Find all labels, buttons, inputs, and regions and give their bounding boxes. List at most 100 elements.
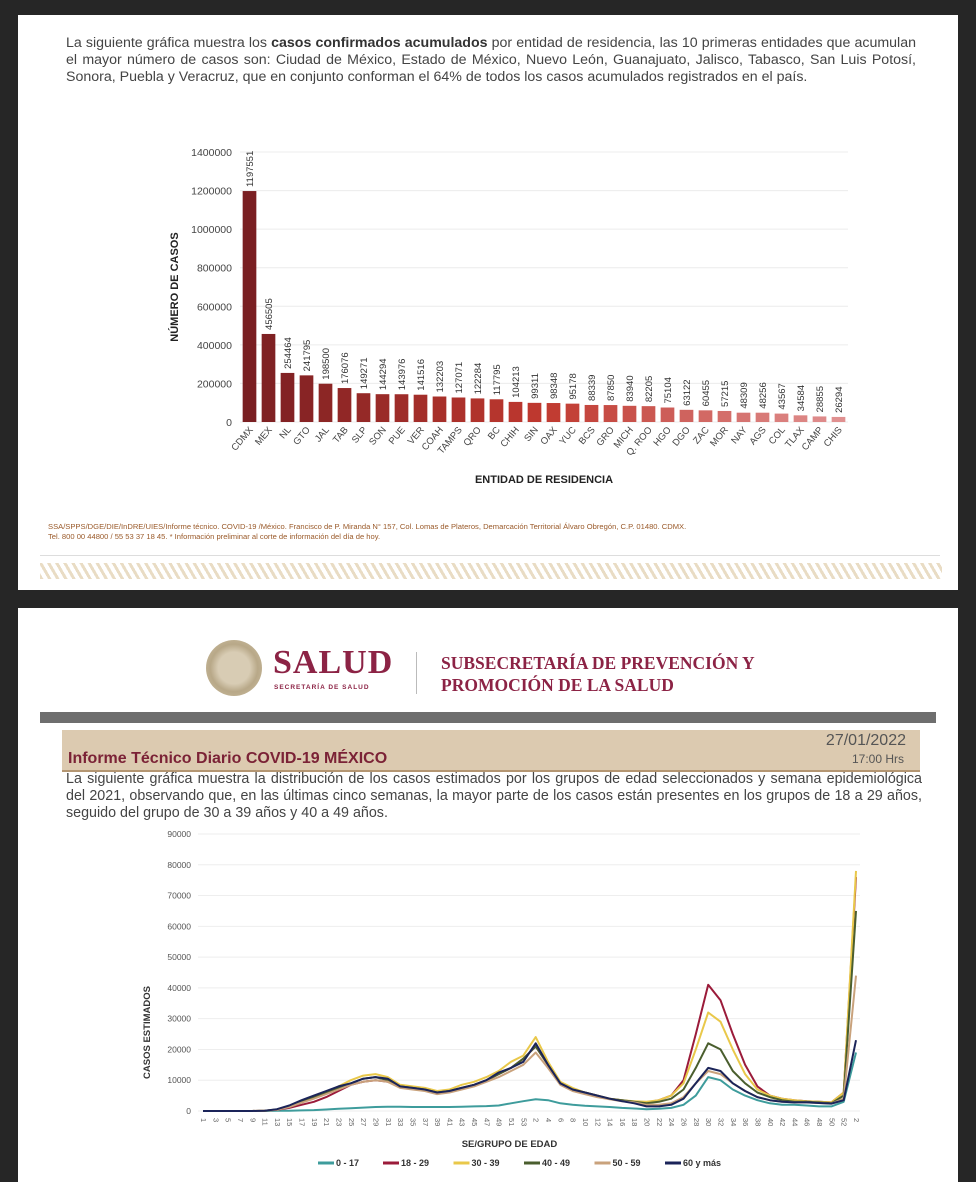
legend-label: 60 y más	[683, 1158, 721, 1168]
subsecretaria-title: SUBSECRETARÍA DE PREVENCIÓN Y PROMOCIÓN D…	[441, 652, 755, 696]
x-tick-label: 38	[753, 1118, 762, 1126]
data-label: 26294	[834, 387, 845, 413]
x-tick-label: PUE	[387, 425, 408, 447]
bar-coah	[432, 396, 447, 422]
x-tick-label: 11	[261, 1118, 270, 1126]
data-label: 48309	[739, 382, 750, 408]
line-chart: 0 10000 20000 30000 40000 50000 60000 70000 8000…	[142, 829, 861, 1168]
x-tick-label: 14	[606, 1118, 615, 1126]
bar-mor	[717, 410, 732, 422]
data-label: 122284	[473, 363, 484, 395]
x-tick-label: 44	[790, 1118, 799, 1126]
x-tick-label: GTO	[291, 425, 313, 448]
x-tick-label: CAMP	[800, 425, 826, 453]
bar-gto	[299, 375, 314, 422]
y-tick-label: 1400000	[191, 147, 232, 159]
x-tick-label: SON	[367, 425, 389, 448]
data-label: 176076	[340, 352, 351, 384]
x-tick-label: 39	[433, 1118, 442, 1126]
x-tick-label: JAL	[313, 425, 332, 445]
x-tick-label: 34	[729, 1118, 738, 1126]
y-tick-label: 400000	[197, 340, 232, 352]
x-tick-label: 7	[236, 1118, 245, 1122]
x-tick-label: 20	[643, 1118, 652, 1126]
report-time: 17:00 Hrs	[851, 752, 904, 766]
data-label: 63122	[682, 379, 693, 405]
report-date: 27/01/2022	[825, 732, 906, 749]
bar-cdmx	[242, 191, 257, 422]
y-tick-label: 20000	[167, 1044, 191, 1054]
bar-col	[774, 413, 789, 422]
x-tick-label: 26	[680, 1118, 689, 1126]
x-tick-label: 43	[458, 1118, 467, 1126]
y-tick-label: 90000	[167, 829, 191, 839]
data-label: 43567	[777, 383, 788, 409]
subsecretaria-line: PROMOCIÓN DE LA SALUD	[441, 675, 674, 695]
x-tick-label: 15	[285, 1118, 294, 1126]
x-tick-label: 32	[716, 1118, 725, 1126]
x-tick-label: SLP	[350, 425, 370, 446]
x-tick-label: QRO	[461, 425, 483, 449]
x-tick-label: 33	[396, 1118, 405, 1126]
x-tick-label: 27	[359, 1118, 368, 1126]
y-axis-title: NÚMERO DE CASOS	[168, 232, 181, 341]
footer-source: SSA/SPPS/DGE/DIE/InDRE/UIES/Informe técn…	[48, 522, 928, 542]
x-tick-label: MOR	[708, 425, 731, 449]
bar-mex	[261, 333, 276, 422]
x-tick-label: 37	[421, 1118, 430, 1126]
x-tick-label: 4	[544, 1118, 553, 1122]
x-tick-label: 8	[569, 1118, 578, 1122]
x-axis-title: ENTIDAD DE RESIDENCIA	[475, 474, 613, 486]
bar-sin	[527, 402, 542, 422]
bar-son	[375, 394, 390, 422]
x-tick-label: CDMX	[229, 424, 256, 453]
footer-line: SSA/SPPS/DGE/DIE/InDRE/UIES/Informe técn…	[48, 522, 687, 531]
bar-gro	[603, 405, 618, 422]
y-tick-label: 1000000	[191, 224, 232, 236]
x-tick-label: CHIH	[498, 425, 521, 450]
bar-jal	[318, 383, 333, 422]
x-tick-label: 30	[704, 1118, 713, 1126]
bar-bcs	[584, 404, 599, 422]
x-tick-label: 24	[667, 1118, 676, 1126]
y-tick-label: 10000	[167, 1075, 191, 1085]
bar-chis	[831, 416, 846, 422]
bar-ver	[413, 394, 428, 422]
x-tick-label: 2	[852, 1118, 861, 1122]
y-tick-label: 30000	[167, 1014, 191, 1024]
x-tick-label: 22	[655, 1118, 664, 1126]
series-line-40-49	[203, 910, 857, 1112]
divider	[416, 652, 417, 694]
legend-label: 40 - 49	[542, 1158, 570, 1168]
bar-pue	[394, 394, 409, 422]
intro-paragraph: La siguiente gráfica muestra los casos c…	[66, 35, 916, 86]
report-title: Informe Técnico Diario COVID-19 MÉXICO	[68, 750, 388, 767]
salud-logo-text: SALUD	[273, 644, 394, 681]
x-tick-label: 12	[593, 1118, 602, 1126]
y-tick-label: 50000	[167, 952, 191, 962]
data-label: 132203	[435, 361, 446, 393]
y-tick-label: 40000	[167, 983, 191, 993]
paragraph-text: La siguiente gráfica muestra los	[66, 35, 272, 51]
legend-label: 18 - 29	[401, 1158, 429, 1168]
x-tick-label: OAX	[538, 424, 560, 447]
x-tick-label: 18	[630, 1118, 639, 1126]
data-label: 57215	[720, 381, 731, 407]
y-tick-label: 80000	[167, 860, 191, 870]
government-seal-logo	[206, 640, 262, 696]
x-tick-label: 51	[507, 1118, 516, 1126]
x-tick-label: 19	[310, 1118, 319, 1126]
x-tick-label: 5	[224, 1118, 233, 1122]
data-label: 34584	[796, 385, 807, 411]
x-tick-label: 28	[692, 1118, 701, 1126]
x-tick-label: 46	[803, 1118, 812, 1126]
x-tick-label: 53	[519, 1118, 528, 1126]
bar-yuc	[565, 403, 580, 422]
y-tick-label: 800000	[197, 263, 232, 275]
data-label: 241795	[302, 340, 313, 372]
series-line-60ymás	[203, 1039, 857, 1112]
x-tick-label: 36	[741, 1118, 750, 1126]
x-tick-label: 16	[618, 1118, 627, 1126]
bar-hgo	[660, 407, 675, 422]
x-tick-label: NAY	[729, 424, 750, 446]
